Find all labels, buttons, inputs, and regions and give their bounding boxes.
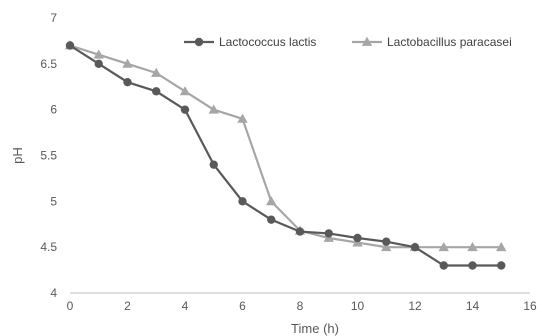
x-tick-label: 4 (182, 299, 189, 313)
data-point (438, 241, 449, 252)
x-tick-label: 10 (351, 299, 365, 313)
x-tick-label: 8 (297, 299, 304, 313)
data-point (381, 241, 392, 252)
series-1 (64, 40, 507, 252)
legend-label: Lactobacillus paracasei (387, 35, 512, 49)
data-point (295, 227, 305, 236)
x-tick-label: 2 (124, 299, 131, 313)
data-point (353, 233, 362, 243)
y-tick-label: 5 (50, 194, 57, 208)
y-tick-labels: 4 4.5 5 5.5 6 6.5 7 (40, 11, 57, 300)
legend-item: Lactococcus lactis (184, 35, 316, 49)
data-point (180, 105, 190, 114)
data-point (238, 197, 247, 206)
legend-item: Lactobacillus paracasei (352, 35, 512, 49)
data-point (382, 237, 391, 246)
y-tick-label: 4.5 (40, 240, 57, 254)
x-tick-label: 12 (408, 299, 422, 313)
x-axis-title: Time (h) (291, 321, 339, 336)
data-point (266, 196, 277, 206)
data-point (179, 86, 191, 96)
series-0 (65, 41, 506, 270)
data-point (497, 261, 506, 270)
series-layer (64, 40, 507, 270)
data-point (122, 58, 133, 68)
data-point (439, 261, 448, 270)
data-point (267, 215, 276, 224)
legend-label: Lactococcus lactis (219, 35, 316, 49)
legend-marker (361, 36, 373, 46)
data-point (496, 241, 507, 252)
y-axis-title: pH (10, 147, 25, 164)
legend-marker (194, 37, 204, 47)
x-tick-label: 14 (466, 299, 480, 313)
series-line (69, 44, 502, 249)
data-point (123, 77, 132, 87)
y-tick-label: 6.5 (40, 57, 57, 71)
data-point (208, 104, 219, 114)
data-point (237, 113, 248, 123)
legend: Lactococcus lactis Lactobacillus paracase… (184, 35, 512, 49)
y-tick-label: 6 (50, 103, 57, 117)
data-point (467, 241, 478, 252)
data-point (324, 229, 333, 238)
y-tick-label: 5.5 (40, 149, 57, 163)
x-tick-label: 6 (239, 299, 246, 313)
data-point (151, 67, 162, 77)
x-tick-label: 0 (67, 299, 74, 313)
x-tick-label: 16 (523, 299, 537, 313)
y-tick-label: 4 (50, 286, 57, 300)
data-point (93, 49, 104, 59)
y-tick-label: 7 (50, 11, 57, 25)
data-point (94, 59, 103, 69)
data-point (65, 41, 75, 50)
series-line (69, 44, 502, 267)
x-tick-labels: 0 2 4 6 8 10 12 14 16 (67, 299, 537, 313)
data-point (468, 261, 477, 270)
data-point (209, 160, 218, 169)
data-point (410, 242, 420, 252)
data-point (152, 87, 161, 96)
